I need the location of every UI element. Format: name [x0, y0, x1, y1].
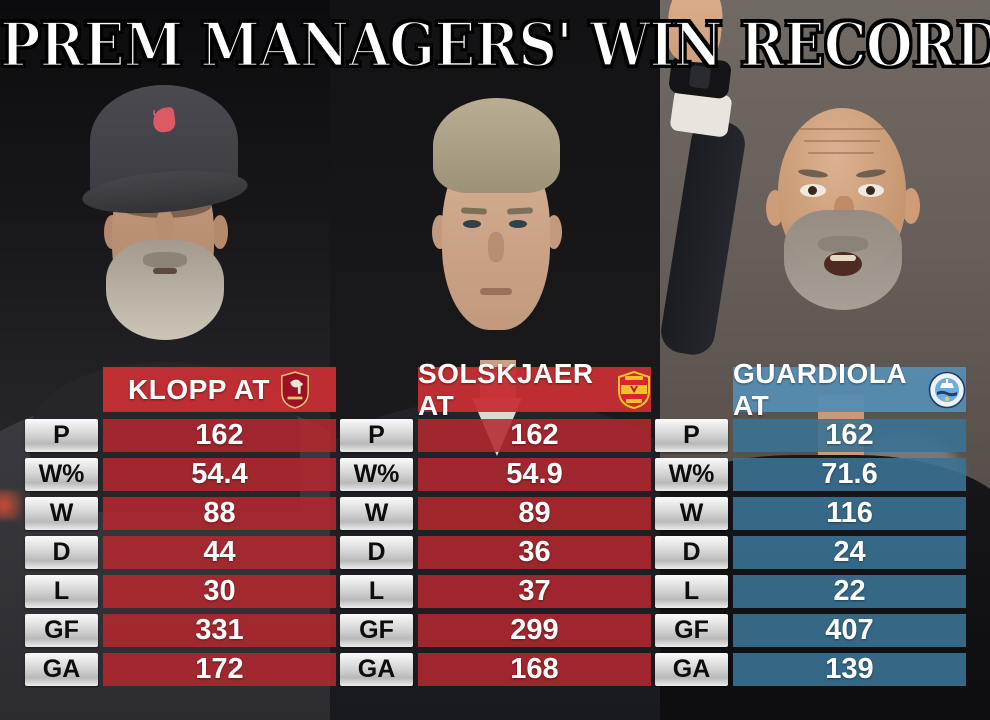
klopp-moustache	[143, 252, 187, 268]
row-label-winpct: W%	[655, 458, 728, 491]
man-utd-crest-icon	[618, 370, 650, 409]
guardiola-pupil-right	[866, 186, 875, 195]
solskjaer-stat-losses: 37	[418, 575, 651, 608]
guardiola-pupil-left	[808, 186, 817, 195]
solskjaer-mouth	[480, 288, 512, 295]
klopp-nose	[156, 210, 174, 244]
klopp-stat-goalsagainst: 172	[103, 653, 336, 686]
solskjaer-stat-goalsfor: 299	[418, 614, 651, 647]
row-label-goalsagainst: GA	[340, 653, 413, 686]
row-label-wins: W	[655, 497, 728, 530]
solskjaer-stat-wins: 89	[418, 497, 651, 530]
klopp-stat-goalsfor: 331	[103, 614, 336, 647]
row-label-losses: L	[655, 575, 728, 608]
row-label-goalsagainst: GA	[655, 653, 728, 686]
row-label-losses: L	[25, 575, 98, 608]
klopp-stat-wins: 88	[103, 497, 336, 530]
solskjaer-hair	[433, 98, 560, 193]
row-label-losses: L	[340, 575, 413, 608]
row-label-winpct: W%	[25, 458, 98, 491]
klopp-ear-right	[212, 215, 228, 249]
row-label-draws: D	[340, 536, 413, 569]
background-red-blur	[0, 490, 22, 520]
solskjaer-stat-winpct: 54.9	[418, 458, 651, 491]
guardiola-stat-goalsfor: 407	[733, 614, 966, 647]
guardiola-teeth	[830, 255, 856, 261]
guardiola-stat-wins: 116	[733, 497, 966, 530]
guardiola-ear-right	[902, 188, 920, 224]
guardiola-mouth	[824, 252, 862, 276]
klopp-mouth	[153, 268, 177, 274]
solskjaer-nose	[488, 232, 504, 262]
row-label-draws: D	[655, 536, 728, 569]
solskjaer-ear-right	[546, 215, 562, 249]
table-header-klopp: KLOPP AT	[103, 367, 336, 412]
klopp-stat-winpct: 54.4	[103, 458, 336, 491]
liverpool-cap-crest-icon: L.F.C.	[148, 106, 180, 148]
stats-table-solskjaer: SOLSKJAER AT P 162 W% 54.9 W 89 D 36 L 3…	[340, 358, 651, 686]
guardiola-forehead-wrinkle	[808, 152, 874, 154]
table-header-guardiola: GUARDIOLA AT	[733, 358, 966, 421]
guardiola-stat-losses: 22	[733, 575, 966, 608]
solskjaer-brow-left	[460, 207, 488, 215]
table-header-solskjaer-label: SOLSKJAER AT	[418, 357, 594, 421]
table-header-klopp-label: KLOPP AT	[128, 373, 270, 405]
row-label-p: P	[340, 419, 413, 452]
page-title: PREM MANAGERS' WIN RECORDS	[0, 8, 990, 81]
guardiola-moustache	[818, 236, 868, 252]
liverpool-crest-icon	[281, 370, 309, 409]
guardiola-stat-draws: 24	[733, 536, 966, 569]
guardiola-stat-played: 162	[733, 419, 966, 452]
solskjaer-eye-right	[509, 220, 527, 228]
stats-table-klopp: KLOPP AT P 162 W% 54.4 W 88 D 44 L 30 GF…	[25, 367, 336, 686]
row-label-goalsagainst: GA	[25, 653, 98, 686]
guardiola-forehead-wrinkle	[800, 128, 884, 130]
solskjaer-stat-played: 162	[418, 419, 651, 452]
solskjaer-stat-draws: 36	[418, 536, 651, 569]
row-label-winpct: W%	[340, 458, 413, 491]
row-label-goalsfor: GF	[25, 614, 98, 647]
row-label-p: P	[655, 419, 728, 452]
row-label-wins: W	[25, 497, 98, 530]
guardiola-stat-winpct: 71.6	[733, 458, 966, 491]
solskjaer-eye-left	[463, 220, 481, 228]
solskjaer-stat-goalsagainst: 168	[418, 653, 651, 686]
guardiola-stat-goalsagainst: 139	[733, 653, 966, 686]
guardiola-raised-arm-sleeve	[660, 117, 749, 358]
man-city-crest-icon	[928, 371, 966, 408]
klopp-stat-losses: 30	[103, 575, 336, 608]
klopp-stat-played: 162	[103, 419, 336, 452]
table-header-guardiola-label: GUARDIOLA AT	[733, 357, 907, 421]
row-label-wins: W	[340, 497, 413, 530]
row-label-p: P	[25, 419, 98, 452]
stats-table-guardiola: GUARDIOLA AT P 162 W% 71.6 W 116 D 24 L …	[655, 358, 966, 686]
row-label-goalsfor: GF	[340, 614, 413, 647]
guardiola-forehead-wrinkle	[804, 140, 880, 142]
row-label-draws: D	[25, 536, 98, 569]
table-header-solskjaer: SOLSKJAER AT	[418, 358, 651, 421]
row-label-goalsfor: GF	[655, 614, 728, 647]
klopp-stat-draws: 44	[103, 536, 336, 569]
